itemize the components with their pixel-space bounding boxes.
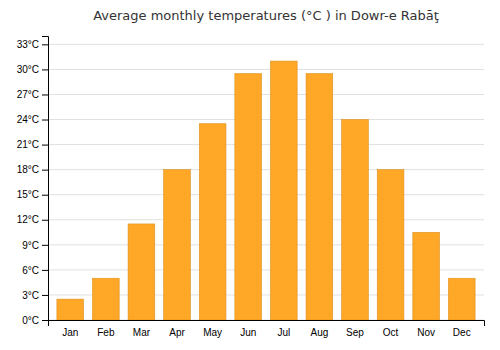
grid-line <box>48 219 484 220</box>
y-tick-label: 0°C <box>22 315 39 326</box>
grid-line <box>48 69 484 70</box>
bar <box>235 74 262 320</box>
x-tick-label: Oct <box>383 327 399 338</box>
y-tick: 21°C <box>17 139 48 150</box>
x-tick-label: Mar <box>133 327 151 338</box>
y-tick-mark <box>42 220 48 221</box>
y-tick-label: 12°C <box>17 214 39 225</box>
y-tick-label: 9°C <box>22 240 39 251</box>
bar <box>377 170 404 320</box>
x-tick: Sep <box>346 327 364 338</box>
x-tick: Mar <box>133 327 151 338</box>
grid-line <box>48 194 484 195</box>
y-tick-mark <box>42 170 48 171</box>
x-tick-label: Nov <box>417 327 435 338</box>
x-axis: Jan Feb Mar Apr May Jun Jul Aug Sep Oct Nov Dec <box>49 321 485 339</box>
x-tick: Feb <box>97 327 115 338</box>
x-tick: Oct <box>383 327 399 338</box>
x-tick: Dec <box>453 327 471 338</box>
y-tick: 27°C <box>17 89 48 100</box>
y-tick-mark <box>42 320 48 321</box>
x-tick: Nov <box>417 327 435 338</box>
bar <box>199 124 226 320</box>
chart-container: 0°C 3°C 6°C 9°C 12°C 15°C 18°C 21°C 24°C 27°C 30°C… <box>0 0 500 350</box>
y-tick-mark <box>42 195 48 196</box>
y-tick-label: 27°C <box>17 89 39 100</box>
plot-area: 0°C 3°C 6°C 9°C 12°C 15°C 18°C 21°C 24°C 27°C 30°C… <box>17 37 485 339</box>
y-axis-line <box>42 37 49 321</box>
x-tick-label: Jul <box>277 327 290 338</box>
y-tick: 30°C <box>17 64 48 75</box>
y-tick-mark <box>42 295 48 296</box>
y-tick: 33°C <box>17 39 48 50</box>
x-tick-label: Aug <box>310 327 328 338</box>
y-tick: 15°C <box>17 189 48 200</box>
x-tick-label: Feb <box>97 327 115 338</box>
y-axis: 0°C 3°C 6°C 9°C 12°C 15°C 18°C 21°C 24°C 27°C 30°C… <box>17 37 49 326</box>
y-tick-mark <box>42 245 48 246</box>
y-tick: 24°C <box>17 114 48 125</box>
y-tick: 18°C <box>17 164 48 175</box>
y-tick-label: 21°C <box>17 139 39 150</box>
x-tick: Jul <box>277 327 290 338</box>
x-tick-label: May <box>203 327 222 338</box>
x-tick: Apr <box>169 327 185 338</box>
bar <box>92 278 119 320</box>
x-tick-label: Jun <box>240 327 256 338</box>
bars <box>57 61 475 320</box>
bar <box>57 299 84 320</box>
x-tick-label: Apr <box>169 327 185 338</box>
grid-line <box>48 144 484 145</box>
y-tick: 12°C <box>17 214 48 225</box>
title: Average monthly temperatures (°C ) in Do… <box>93 8 439 23</box>
chart-svg: 0°C 3°C 6°C 9°C 12°C 15°C 18°C 21°C 24°C 27°C 30°C… <box>0 0 500 350</box>
bar <box>306 74 333 320</box>
bar <box>128 224 155 320</box>
y-tick-label: 33°C <box>17 39 39 50</box>
y-tick: 9°C <box>22 240 48 251</box>
y-tick: 0°C <box>22 315 48 326</box>
y-tick: 6°C <box>22 265 48 276</box>
y-tick-mark <box>42 270 48 271</box>
grid-line <box>48 169 484 170</box>
y-tick-label: 18°C <box>17 164 39 175</box>
y-tick-mark <box>42 69 48 70</box>
x-tick: Jan <box>62 327 78 338</box>
x-tick: Jun <box>240 327 256 338</box>
x-tick: May <box>203 327 222 338</box>
y-tick-mark <box>42 94 48 95</box>
bar <box>413 232 440 320</box>
x-tick-label: Dec <box>453 327 471 338</box>
y-tick-mark <box>42 145 48 146</box>
y-tick-label: 15°C <box>17 189 39 200</box>
x-tick: Aug <box>310 327 328 338</box>
y-tick-label: 24°C <box>17 114 39 125</box>
y-tick-label: 3°C <box>22 290 39 301</box>
bar <box>270 61 297 320</box>
x-tick-label: Sep <box>346 327 364 338</box>
y-tick: 3°C <box>22 290 48 301</box>
bar <box>342 120 369 320</box>
grid <box>48 44 484 320</box>
x-tick-label: Jan <box>62 327 78 338</box>
x-axis-line <box>49 321 485 327</box>
y-tick-mark <box>42 120 48 121</box>
grid-line <box>48 94 484 95</box>
y-tick-label: 6°C <box>22 265 39 276</box>
grid-line <box>48 44 484 45</box>
y-tick-mark <box>42 44 48 45</box>
bar <box>448 278 475 320</box>
grid-line <box>48 119 484 120</box>
bar <box>164 170 191 320</box>
y-tick-label: 30°C <box>17 64 39 75</box>
